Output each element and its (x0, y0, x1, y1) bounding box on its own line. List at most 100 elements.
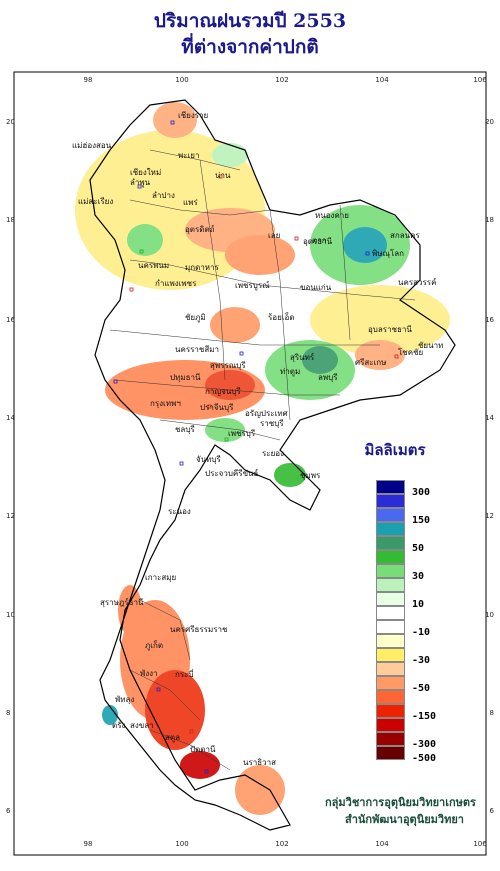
place-label: ตาก (312, 236, 327, 245)
place-label: ชัยภูมิ (185, 313, 206, 323)
province-borders (109, 149, 416, 771)
shade-chanthaburi-green (274, 463, 306, 487)
legend-label: 150 (412, 515, 431, 526)
place-label: จันทบุรี (196, 455, 222, 464)
place-label: นครพนม (138, 261, 169, 270)
lon-tick-top-104: 104 (375, 76, 389, 84)
place-label: กาญจนบุรี (205, 387, 241, 396)
legend-swatch (376, 550, 405, 564)
shade-korat-core (302, 346, 338, 374)
shade-east-orange (355, 340, 405, 370)
shade-ne-green-core (343, 227, 387, 263)
legend-swatch (376, 592, 405, 606)
place-label: สตูล (165, 733, 180, 743)
place-label: ปทุมธานี (170, 373, 201, 382)
place-label: สกลนคร (390, 231, 420, 240)
shade-ne-yellow (310, 285, 450, 355)
lon-tick-bottom-106: 106 (473, 840, 487, 848)
place-label: พิษณุโลก (372, 248, 404, 258)
legend-swatch (376, 704, 405, 718)
place-label: พังงา (140, 669, 158, 678)
lat-tick-left-16: 16 (6, 316, 15, 324)
place-label: ชลบุรี (175, 425, 195, 434)
place-label: กำแพงเพชร (155, 279, 197, 288)
lat-tick-right-6: 6 (490, 807, 495, 815)
lat-tick-right-10: 10 (485, 611, 494, 619)
lat-tick-right-20: 20 (485, 118, 494, 126)
place-label: ชุมพร (300, 471, 321, 480)
place-label: ระนอง (168, 507, 191, 516)
lon-tick-top-102: 102 (275, 76, 288, 84)
longitude-ticks: 98 98 100 100 102 102 104 104 106 106 (84, 76, 488, 848)
legend-label: 30 (412, 571, 425, 582)
lon-tick-top-100: 100 (175, 76, 188, 84)
place-label: ระยอง (262, 449, 284, 458)
place-label: นครสวรรค์ (398, 277, 436, 287)
lon-tick-top-106: 106 (473, 76, 487, 84)
legend-swatch (376, 634, 405, 648)
place-label: ตรัง (112, 721, 125, 730)
place-label: น่าน (215, 171, 231, 180)
shade-bkk-green (205, 418, 245, 442)
legend-swatch (376, 578, 405, 592)
legend-swatch (376, 620, 405, 634)
legend-label: 50 (412, 543, 425, 554)
legend-swatch (376, 732, 405, 746)
lon-tick-top-98: 98 (84, 76, 93, 84)
legend-label: -300 (412, 739, 437, 750)
lat-tick-right-8: 8 (490, 709, 494, 717)
place-label: กระบี่ (175, 668, 194, 679)
legend-swatch (376, 690, 405, 704)
place-label: เชียงใหม่ (130, 168, 161, 177)
map-subtitle: ที่ต่างจากค่าปกติ (181, 36, 319, 58)
place-label: ลำปาง (152, 191, 175, 200)
legend-swatch (376, 676, 405, 690)
place-label: พะเยา (178, 151, 199, 160)
place-label: ปัตตานี (190, 745, 216, 754)
lat-tick-left-6: 6 (6, 807, 11, 815)
place-label: เชียงราย (178, 111, 208, 120)
shade-north-orange (153, 102, 197, 138)
place-label: ร้อยเอ็ด (268, 312, 295, 322)
lat-tick-right-12: 12 (485, 512, 494, 520)
legend-title: มิลลิเมตร (364, 441, 426, 459)
place-label: นครศรีธรรมราช (170, 625, 228, 634)
shade-phetchabun-orange (210, 307, 260, 343)
place-label: ราชบุรี (260, 419, 284, 428)
place-label: อรัญประเทศ (245, 409, 288, 418)
latitude-ticks: 20 20 18 18 16 16 14 14 12 12 10 10 8 8 6 6 (6, 118, 495, 815)
place-label: นราธิวาส (243, 758, 276, 767)
place-label: เพชรบุรี (228, 429, 256, 438)
place-label: ขอนแก่น (300, 283, 332, 292)
lat-tick-right-14: 14 (485, 414, 494, 422)
legend-swatch (376, 662, 405, 676)
place-label: ลำพูน (130, 178, 151, 188)
place-label: เพชรบูรณ์ (235, 280, 270, 291)
shade-southeast-orange (235, 765, 285, 815)
legend-label: -10 (412, 627, 431, 638)
credit-line-2: สำนักพัฒนาอุตุนิยมวิทยา (345, 813, 464, 826)
map-title: ปริมาณฝนรวมปี 2553 (153, 10, 347, 32)
place-label: โชคชัย (398, 347, 423, 357)
place-label: เกาะสมุย (145, 573, 176, 582)
place-label: เลย (268, 231, 280, 240)
lat-tick-right-18: 18 (485, 216, 494, 224)
shade-ranong-orange (118, 585, 142, 635)
credit-line-1: กลุ่มวิชาการอุตุนิยมวิทยาเกษตร (325, 796, 476, 809)
place-label: ลพบุรี (318, 373, 338, 382)
legend-label: -150 (412, 711, 437, 722)
place-label: หนองคาย (315, 211, 349, 220)
lat-tick-left-20: 20 (6, 118, 15, 126)
place-label: สุรินทร์ (290, 352, 315, 362)
legend-swatch (376, 508, 405, 522)
place-label: นครราชสีมา (175, 345, 219, 354)
lon-tick-bottom-102: 102 (275, 840, 288, 848)
lat-tick-left-8: 8 (6, 709, 10, 717)
legend-label: -30 (412, 655, 431, 666)
legend-swatch (376, 536, 405, 550)
lat-tick-left-18: 18 (6, 216, 15, 224)
legend-swatch (376, 480, 405, 494)
lon-tick-bottom-100: 100 (175, 840, 188, 848)
